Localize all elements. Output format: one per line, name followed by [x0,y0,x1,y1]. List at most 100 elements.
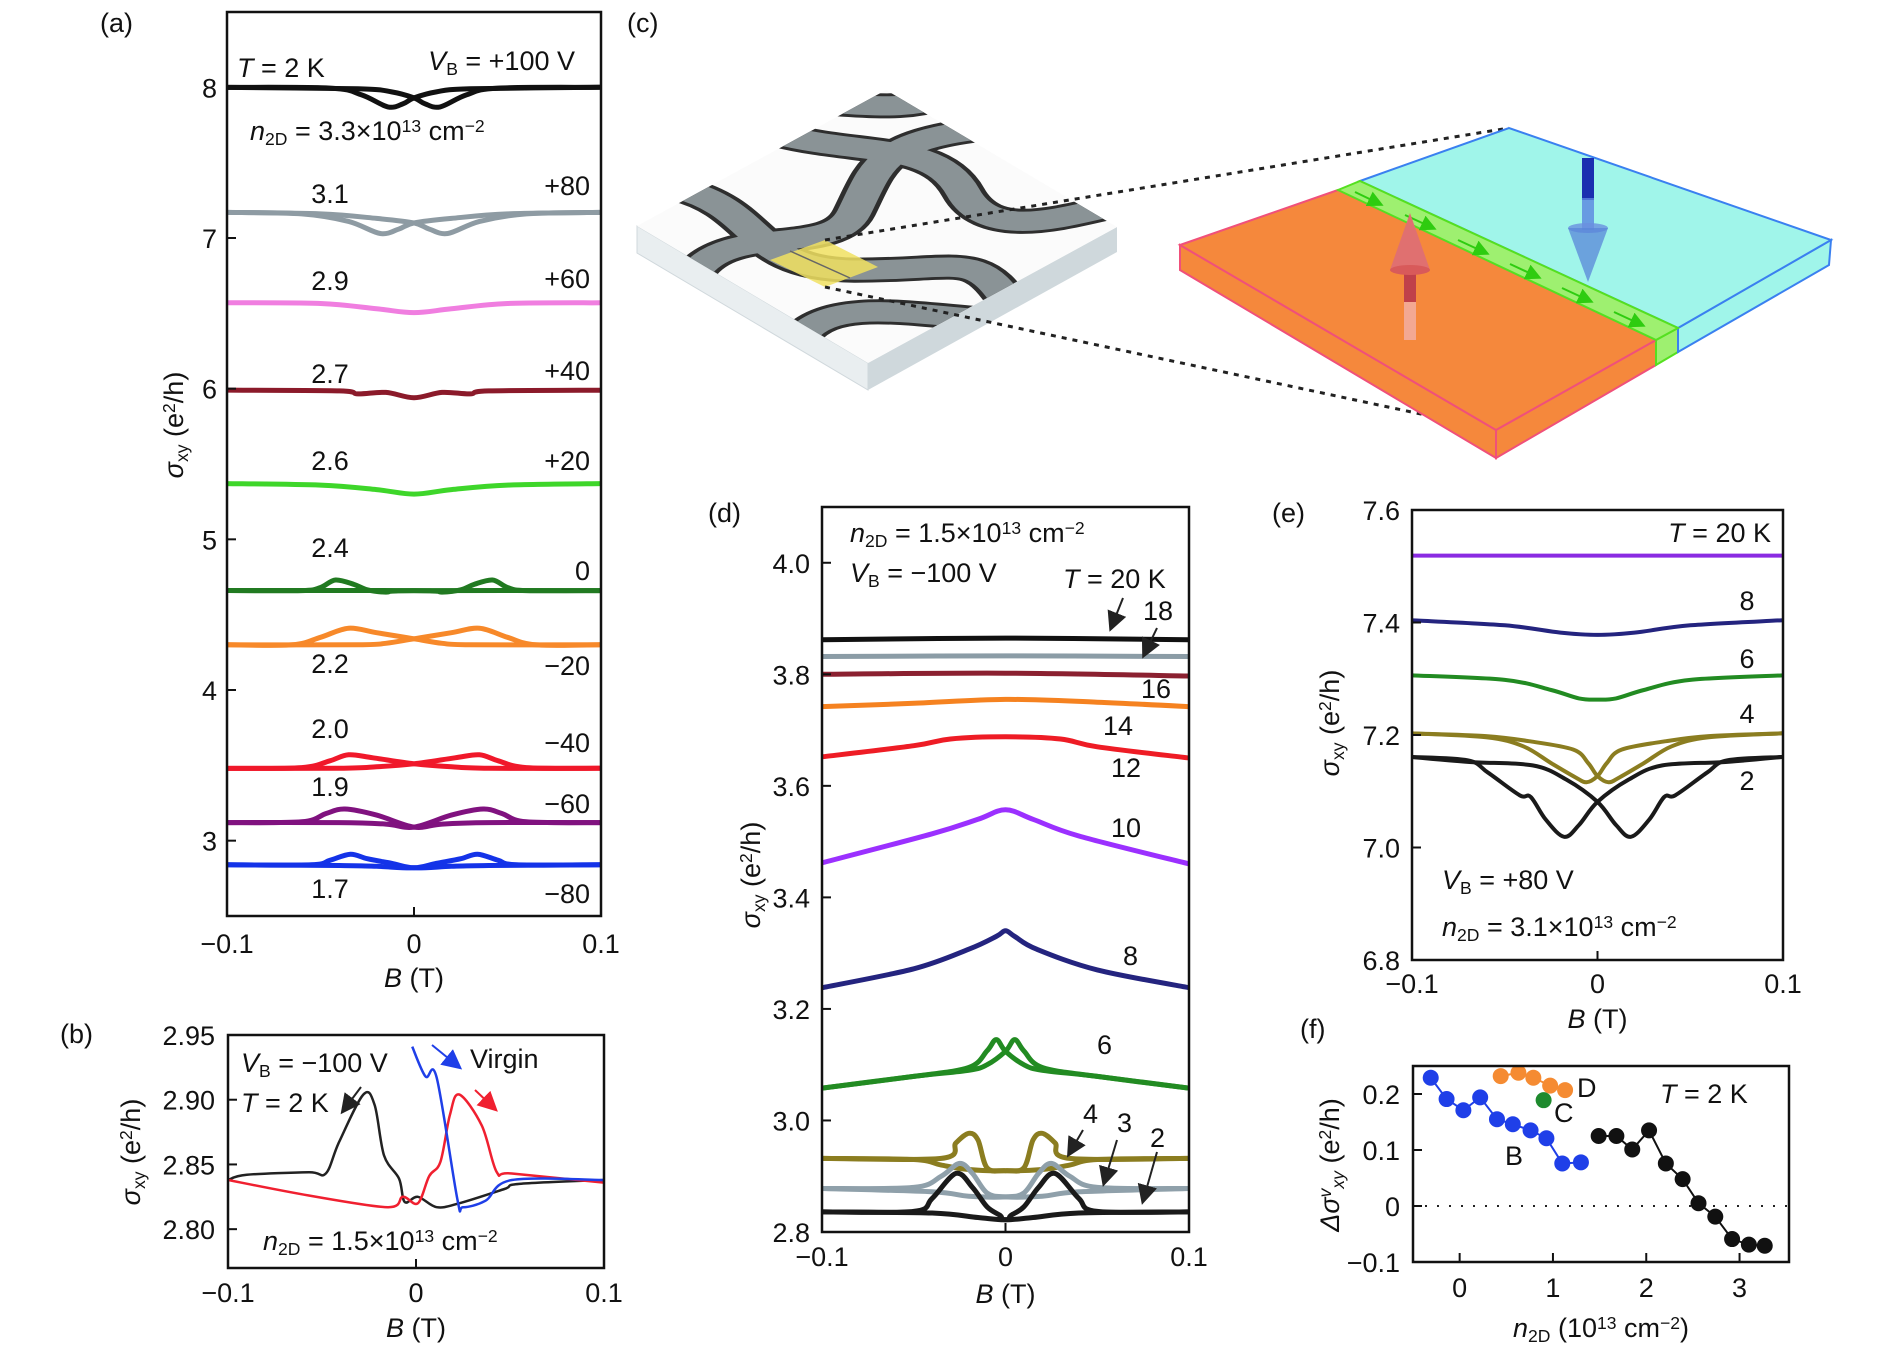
curve-2-branch-0 [227,300,601,316]
y-tick-label: 2.90 [162,1086,215,1116]
annotation-density: n2D = 1.5×1013 cm−2 [850,518,1085,551]
y-axis-label: σxy (e2/h) [736,822,769,929]
data-point-2-0 [1535,1092,1552,1109]
pointer-arrow [1137,1151,1158,1205]
x-axis-label: B (T) [384,963,444,993]
n2d-label: 1.9 [311,772,349,802]
y-tick-label: 3 [202,827,217,857]
plot-area [822,635,1189,1223]
temperature-label: 14 [1103,711,1133,741]
y-axis-label: σxy (e2/h) [159,372,192,479]
x-tick-label: 0.1 [585,1278,623,1308]
x-tick-label: 0 [1452,1273,1467,1303]
data-point-3-6 [1690,1195,1707,1212]
n2d-label: 3.1 [311,179,349,209]
y-tick-label: 2.80 [162,1215,215,1245]
x-tick-label: −0.1 [200,929,253,959]
curve-6-branch-0 [822,928,1189,991]
curve-1-branch-0 [228,1093,604,1209]
n2d-label: 2.0 [311,714,349,744]
annotation-temperature: T = 2 K [237,53,325,83]
temperature-label: 12 [1111,753,1141,783]
temperature-label: 8 [1123,941,1138,971]
curve-3-branch-0 [227,387,601,401]
curve-9-branch-1 [822,1160,1189,1200]
y-axis-label: σxy (e2/h) [1315,670,1348,777]
data-point-0-2 [1455,1102,1472,1119]
x-tick-label: −0.1 [795,1242,848,1272]
y-tick-label: 2.8 [772,1218,810,1248]
data-point-3-9 [1740,1236,1757,1253]
temperature-label: 2 [1150,1123,1165,1153]
curve-0-branch-0 [822,635,1189,643]
magnetization-down-arrow-icon [1568,158,1608,282]
curve-8-branch-0 [822,1130,1189,1174]
sweep-arrow-red [474,1089,498,1112]
domain-wall-line [789,250,851,279]
curve-8-branch-1 [227,806,601,830]
y-tick-label: 7.2 [1362,721,1400,751]
plot-area [227,84,601,871]
n2d-label: 2.6 [311,446,349,476]
x-tick-label: 2 [1639,1273,1654,1303]
domain-wall-block [1177,126,1834,460]
data-point-3-2 [1624,1141,1641,1158]
series-label-d: D [1577,1073,1597,1103]
temperature-label: 10 [1111,813,1141,843]
annotation-temperature: T = 2 K [241,1088,329,1118]
film-slab [636,90,1117,391]
vb-label: +60 [544,264,590,294]
temperature-label: 16 [1141,674,1171,704]
curve-5-branch-1 [227,577,601,595]
plot-frame [1411,1064,1791,1264]
curve-4-branch-1 [1412,754,1783,839]
temperature-label: T = 20 K [1668,518,1771,548]
temperature-label: 6 [1097,1030,1112,1060]
slab-top-face [637,90,1117,363]
chart-d: 2.8 3.0 3.2 3.4 3.6 3.8 4.0 −0.1 0 0.1 B (T) σxy (e… [736,505,1208,1309]
panel-label-a: (a) [100,8,133,38]
data-point-0-9 [1572,1154,1589,1171]
curve-4-branch-0 [822,734,1189,761]
x-tick-label: 0 [998,1242,1013,1272]
data-point-1-4 [1557,1082,1574,1099]
y-tick-label: 7.4 [1362,609,1400,639]
data-point-1-3 [1542,1077,1559,1094]
vb-label: −80 [544,879,590,909]
data-point-0-4 [1488,1111,1505,1128]
x-tick-label: 0.1 [582,929,620,959]
data-point-3-7 [1707,1208,1724,1225]
curve-9-branch-1 [227,851,601,871]
curve-2-branch-0 [411,1046,604,1213]
n2d-label: 1.7 [311,874,349,904]
y-tick-label: 3.2 [772,995,810,1025]
sweep-arrow-virgin [431,1044,463,1070]
pointer-arrow [1099,1139,1119,1187]
panel-label-b: (b) [60,1019,93,1049]
annotation-gate: VB = −100 V [241,1048,388,1081]
vb-label: −60 [544,789,590,819]
pointer-arrow [1066,1129,1086,1158]
y-tick-label: 8 [202,73,217,103]
temperature-label: 8 [1739,586,1754,616]
x-axis-label: B (T) [976,1279,1036,1309]
annotation-density: n2D = 1.5×1013 cm−2 [263,1226,498,1259]
y-tick-label: 3.8 [772,660,810,690]
n2d-label: 2.2 [311,649,349,679]
y-tick-label: 3.4 [772,883,810,913]
temperature-label: 2 [1739,766,1754,796]
curve-3-branch-0 [822,696,1189,710]
vb-label: −40 [544,728,590,758]
plot-frame [820,505,1191,1234]
curve-10-branch-0 [822,1170,1189,1223]
vb-labels: +80 +60 +40 +20 0 −20 −40 −60 −80 [544,171,590,909]
data-point-3-1 [1608,1128,1625,1144]
x-axis-label: n2D (1013 cm−2) [1513,1313,1689,1346]
plot-area [1412,553,1783,839]
y-tick-label: 0 [1385,1192,1400,1222]
annotation-temperature: T = 2 K [1660,1079,1748,1109]
data-point-0-1 [1438,1091,1455,1108]
slab-side-face [868,227,1117,390]
curve-5-branch-0 [822,807,1189,867]
